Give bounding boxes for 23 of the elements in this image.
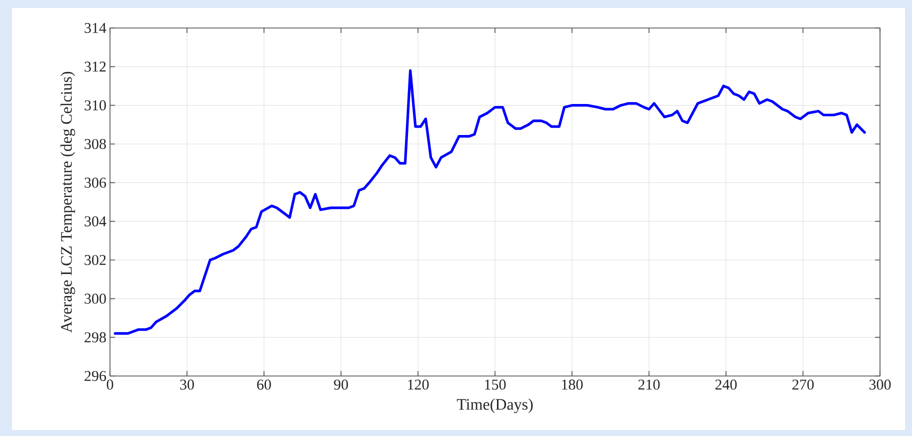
y-tick-label: 308 xyxy=(84,138,106,150)
x-tick-label: 180 xyxy=(562,380,583,390)
x-tick-label: 270 xyxy=(792,380,814,390)
x-axis-title: Time(Days) xyxy=(456,398,533,414)
y-tick-label: 314 xyxy=(84,22,106,34)
x-tick-label: 60 xyxy=(257,380,271,390)
y-tick-label: 304 xyxy=(84,216,106,226)
x-tick-label: 0 xyxy=(106,380,114,390)
y-tick-label: 302 xyxy=(84,254,106,266)
x-tick-label: 90 xyxy=(334,380,348,390)
y-tick-label: 300 xyxy=(84,294,106,304)
y-axis-title: Average LCZ Temperature (deg Celcius) xyxy=(60,72,76,333)
x-tick-label: 150 xyxy=(485,380,506,390)
x-tick-label: 300 xyxy=(869,380,891,390)
x-tick-label: 240 xyxy=(715,380,737,390)
x-tick-label: 30 xyxy=(180,380,194,390)
y-tick-label: 296 xyxy=(84,370,106,382)
y-tick-label: 310 xyxy=(84,100,106,110)
x-tick-label: 210 xyxy=(638,380,660,390)
x-tick-label: 120 xyxy=(408,380,429,390)
y-tick-label: 298 xyxy=(84,332,106,342)
y-tick-label: 312 xyxy=(84,62,106,72)
y-tick-label: 306 xyxy=(84,178,106,188)
